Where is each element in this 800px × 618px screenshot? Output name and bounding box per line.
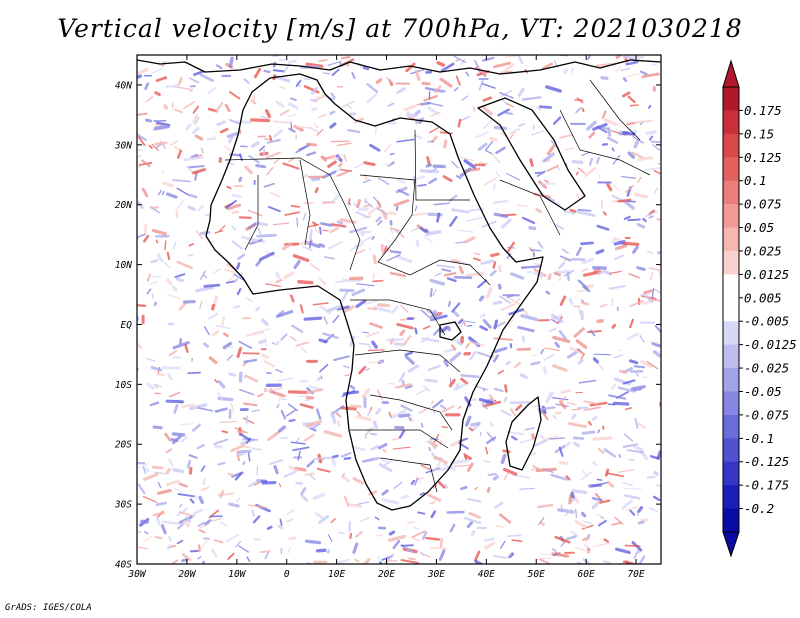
x-tick-label: 10E bbox=[328, 569, 345, 580]
y-tick-label: 30S bbox=[114, 500, 132, 511]
colorbar-swatch bbox=[723, 414, 739, 439]
colorbar: 0.175 0.15 0.125 0.1 0.075 0.05 0.025 0.0125 0.0… bbox=[722, 59, 797, 558]
plot-frame bbox=[136, 54, 662, 565]
x-axis: 30W 20W 10W 0 10E 20E 30E 40E 50E 60E 70E bbox=[127, 55, 645, 580]
colorbar-swatch bbox=[723, 321, 739, 346]
y-tick-label: 10S bbox=[115, 380, 132, 391]
coastline-outlines bbox=[137, 59, 661, 511]
europe-coastline bbox=[137, 59, 661, 75]
y-tick-label: 40S bbox=[115, 560, 132, 571]
colorbar-label: 0.075 bbox=[744, 197, 782, 212]
colorbar-swatch bbox=[723, 157, 739, 182]
velocity-field bbox=[137, 55, 661, 564]
colorbar-swatch bbox=[723, 87, 739, 111]
colorbar-swatch bbox=[723, 110, 739, 135]
colorbar-top-arrow bbox=[722, 59, 740, 88]
y-tick-label: 20S bbox=[115, 440, 132, 451]
chart-title: Vertical velocity [m/s] at 700hPa, VT: 2… bbox=[57, 14, 743, 43]
x-tick-label: 10W bbox=[228, 569, 246, 580]
colorbar-label: 0.0125 bbox=[744, 267, 789, 282]
colorbar-label: -0.005 bbox=[744, 314, 789, 329]
colorbar-label: -0.05 bbox=[744, 384, 782, 399]
colorbar-swatch bbox=[723, 438, 739, 463]
colorbar-label: -0.025 bbox=[744, 361, 789, 376]
madagascar-coastline bbox=[505, 396, 542, 471]
colorbar-label: -0.0125 bbox=[744, 337, 797, 352]
country-borders bbox=[224, 79, 651, 493]
colorbar-swatch bbox=[723, 508, 739, 533]
x-tick-label: 20E bbox=[378, 569, 395, 580]
colorbar-label: 0.175 bbox=[744, 103, 782, 118]
x-tick-label: 70E bbox=[627, 569, 644, 580]
colorbar-swatch bbox=[723, 461, 739, 486]
colorbar-swatch bbox=[723, 368, 739, 392]
colorbar-label: -0.2 bbox=[744, 501, 774, 516]
colorbar-swatch bbox=[723, 227, 739, 252]
y-tick-label: 20N bbox=[115, 200, 132, 211]
colorbar-swatch bbox=[723, 297, 739, 322]
colorbar-label: 0.005 bbox=[744, 290, 782, 305]
y-tick-label: 10N bbox=[115, 260, 132, 271]
arabia-coastline bbox=[477, 97, 586, 211]
y-tick-label: 30N bbox=[114, 140, 132, 151]
colorbar-label: 0.1 bbox=[744, 173, 767, 188]
x-tick-label: 50E bbox=[528, 569, 545, 580]
colorbar-label: -0.1 bbox=[744, 431, 774, 446]
colorbar-swatch bbox=[723, 180, 739, 205]
colorbar-swatch bbox=[723, 391, 739, 416]
africa-coastline bbox=[205, 73, 544, 511]
colorbar-label: 0.025 bbox=[744, 243, 782, 258]
colorbar-swatch bbox=[723, 274, 739, 299]
colorbar-swatch bbox=[723, 250, 739, 275]
colorbar-swatch bbox=[723, 133, 739, 158]
x-tick-label: 30E bbox=[427, 569, 445, 580]
y-tick-label: EQ bbox=[121, 320, 133, 331]
grads-credit: GrADS: IGES/COLA bbox=[5, 603, 92, 613]
colorbar-label: -0.125 bbox=[744, 454, 789, 469]
x-tick-label: 60E bbox=[578, 569, 595, 580]
colorbar-swatch bbox=[723, 204, 739, 228]
colorbar-bottom-arrow bbox=[722, 531, 740, 558]
colorbar-label: 0.05 bbox=[744, 220, 774, 235]
colorbar-label: 0.125 bbox=[744, 150, 782, 165]
lake-victoria bbox=[439, 321, 462, 341]
colorbar-label: 0.15 bbox=[744, 126, 774, 141]
colorbar-swatch bbox=[723, 344, 739, 369]
y-axis: 40N 30N 20N 10N EQ 10S 20S 30S 40S bbox=[114, 80, 661, 571]
x-tick-label: 20W bbox=[178, 569, 196, 580]
y-tick-label: 40N bbox=[115, 80, 132, 91]
x-tick-label: 40E bbox=[478, 569, 495, 580]
x-tick-label: 0 bbox=[284, 569, 290, 580]
colorbar-swatch bbox=[723, 485, 739, 509]
colorbar-label: -0.075 bbox=[744, 407, 789, 422]
x-tick-label: 30W bbox=[127, 569, 146, 580]
colorbar-label: -0.175 bbox=[744, 478, 789, 493]
